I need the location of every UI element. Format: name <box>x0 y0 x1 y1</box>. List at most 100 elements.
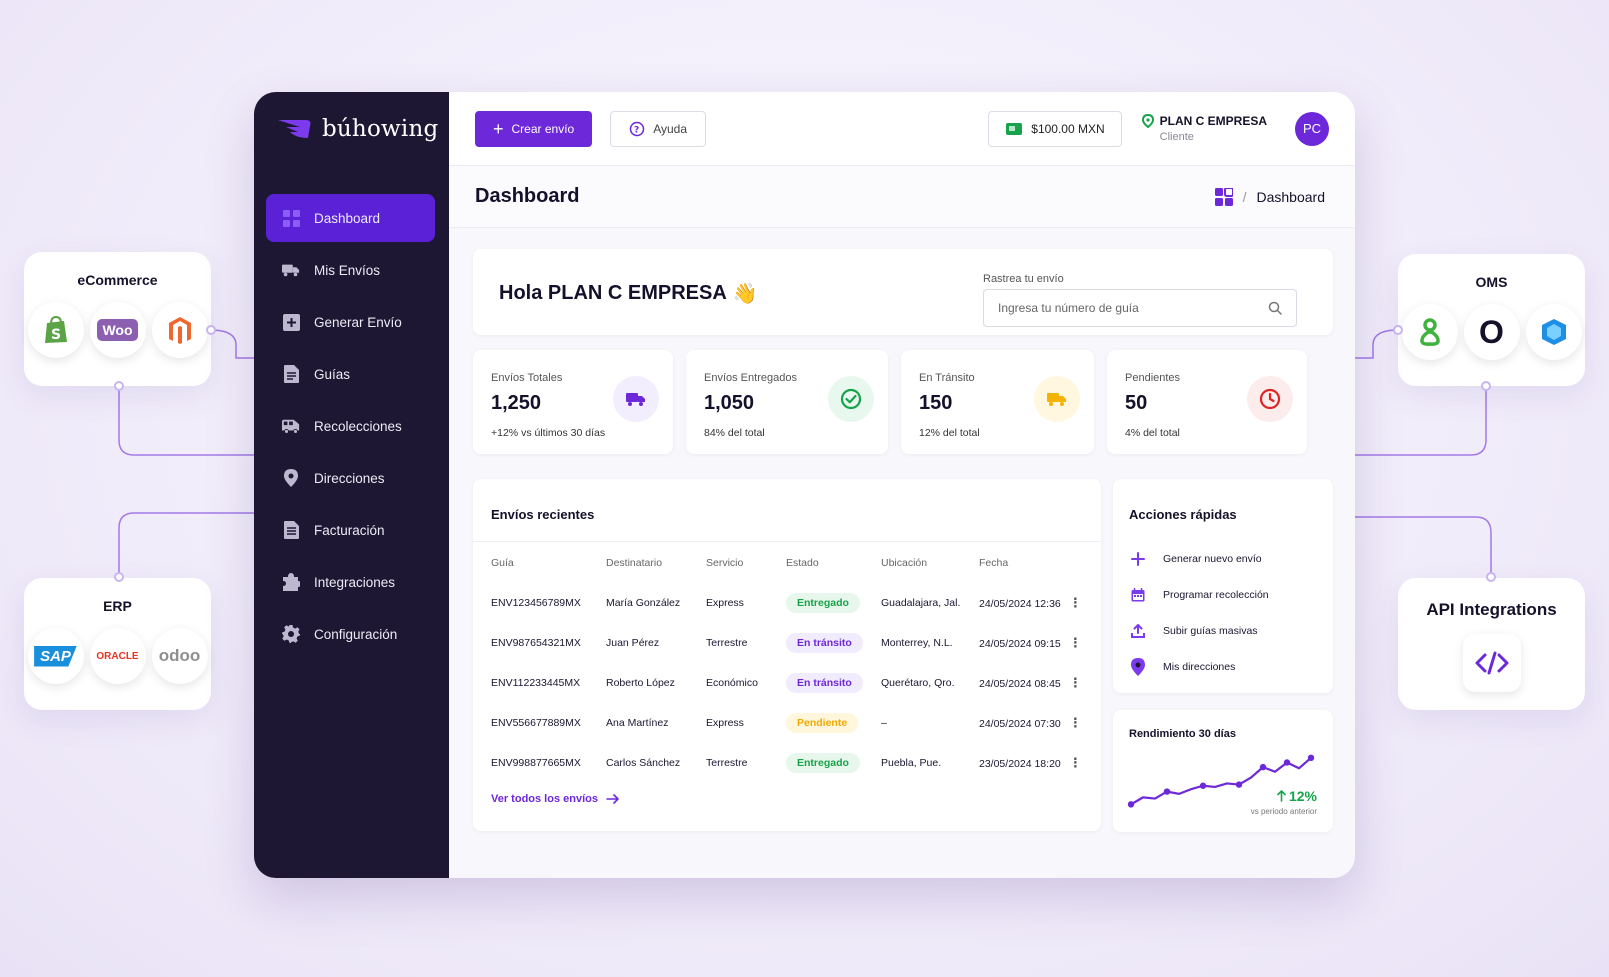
truck-icon <box>613 376 659 422</box>
cell-estado: Pendiente <box>786 703 881 743</box>
kebab-menu-icon[interactable]: ⋮ <box>1068 595 1082 610</box>
quick-action-item[interactable]: Mis direcciones <box>1131 649 1269 685</box>
kebab-menu-icon[interactable]: ⋮ <box>1068 635 1082 650</box>
column-header[interactable]: Guía <box>491 557 514 569</box>
breadcrumb-separator: / <box>1242 188 1247 205</box>
balance-button[interactable]: $100.00 MXN <box>988 110 1122 147</box>
sidebar-item-recolecciones[interactable]: Recolecciones <box>266 402 435 450</box>
plan-info[interactable]: PLAN C EMPRESA Cliente <box>1141 114 1267 143</box>
track-input[interactable]: Ingresa tu número de guía <box>983 289 1297 327</box>
connector-dot <box>1481 381 1491 391</box>
table-row[interactable]: ENV998877665MX Carlos Sánchez Terrestre … <box>491 743 1086 783</box>
cell-guia[interactable]: ENV123456789MX <box>491 597 581 609</box>
column-header[interactable]: Destinatario <box>606 557 663 569</box>
sidebar-item-mis-envios[interactable]: Mis Envíos <box>266 246 435 294</box>
sap-icon[interactable]: SAP <box>27 628 84 684</box>
cell-guia[interactable]: ENV987654321MX <box>491 637 581 649</box>
greeting: Hola PLAN C EMPRESA <box>499 282 727 304</box>
quick-action-item[interactable]: Subir guías masivas <box>1131 613 1269 649</box>
magento-icon[interactable] <box>151 302 208 358</box>
cell-servicio: Express <box>706 597 744 609</box>
sidebar-item-direcciones[interactable]: Direcciones <box>266 454 435 502</box>
avatar[interactable]: PC <box>1295 111 1329 146</box>
column-header[interactable]: Fecha <box>979 557 1009 569</box>
stat-card[interactable]: Pendientes 50 4% del total <box>1107 350 1307 454</box>
kebab-menu-icon[interactable]: ⋮ <box>1068 755 1082 770</box>
shopify-icon[interactable]: S <box>27 302 84 358</box>
sidebar-item-configuracion[interactable]: Configuración <box>266 610 435 658</box>
table-row[interactable]: ENV123456789MX María González Express En… <box>491 583 1086 623</box>
track-placeholder: Ingresa tu número de guía <box>998 301 1139 315</box>
plus-square-icon <box>282 313 300 331</box>
help-button[interactable]: ? Ayuda <box>610 110 707 147</box>
search-icon[interactable] <box>1268 301 1282 315</box>
oms-cube-icon[interactable] <box>1525 304 1582 360</box>
kebab-menu-icon[interactable]: ⋮ <box>1068 715 1082 730</box>
breadcrumb-current: Dashboard <box>1256 188 1326 205</box>
stat-card[interactable]: En Tránsito 150 12% del total <box>901 350 1094 454</box>
help-label: Ayuda <box>653 121 688 136</box>
stat-value: 1,050 <box>704 392 755 414</box>
column-header[interactable]: Estado <box>786 557 819 569</box>
brand[interactable]: búhowing <box>254 92 449 142</box>
cell-guia[interactable]: ENV112233445MX <box>491 677 581 689</box>
clock-icon <box>1247 376 1293 422</box>
woo-icon[interactable]: Woo <box>89 302 146 358</box>
pin-icon <box>282 469 300 487</box>
stat-label: En Tránsito <box>919 372 975 384</box>
code-icon[interactable] <box>1462 634 1521 692</box>
cell-guia[interactable]: ENV998877665MX <box>491 757 581 769</box>
performance-point[interactable] <box>1163 788 1171 795</box>
cell-estado: En tránsito <box>786 663 881 703</box>
performance-point[interactable] <box>1235 781 1243 788</box>
kebab-menu-icon[interactable]: ⋮ <box>1068 675 1082 690</box>
recent-title: Envíos recientes <box>491 507 595 522</box>
stat-card[interactable]: Envíos Totales 1,250 +12% vs últimos 30 … <box>473 350 673 454</box>
status-badge: En tránsito <box>786 673 863 693</box>
quick-action-item[interactable]: Programar recolección <box>1131 577 1269 613</box>
column-header[interactable]: Servicio <box>706 557 744 569</box>
truck-icon <box>282 261 300 279</box>
create-shipment-button[interactable]: + Crear envío <box>475 110 593 147</box>
wave-emoji: 👋 <box>732 283 758 305</box>
cell-fecha: 24/05/2024 12:36 ⋮ <box>979 583 1086 623</box>
performance-point[interactable] <box>1307 754 1315 762</box>
cell-destinatario: Juan Pérez <box>606 637 660 649</box>
sidebar-item-integraciones[interactable]: Integraciones <box>266 558 435 606</box>
oms-green-icon[interactable] <box>1401 304 1458 360</box>
performance-chart <box>1127 754 1315 808</box>
table-row[interactable]: ENV112233445MX Roberto López Económico E… <box>491 663 1086 703</box>
stat-sub: 12% del total <box>919 427 980 439</box>
table-row[interactable]: ENV556677889MX Ana Martínez Express Pend… <box>491 703 1086 743</box>
odoo-icon[interactable]: odoo <box>151 628 208 684</box>
create-shipment-label: Crear envío <box>511 121 575 136</box>
sidebar-item-generar-envio[interactable]: Generar Envío <box>266 298 435 346</box>
odoo-text: odoo <box>158 646 201 665</box>
quick-action-item[interactable]: Generar nuevo envío <box>1131 541 1269 577</box>
balance-value: $100.00 MXN <box>1031 121 1105 136</box>
oms-zero-icon[interactable]: O <box>1463 304 1520 360</box>
table-row[interactable]: ENV987654321MX Juan Pérez Terrestre En t… <box>491 623 1086 663</box>
sidebar-item-guias[interactable]: Guías <box>266 350 435 398</box>
performance-point[interactable] <box>1127 801 1135 808</box>
sidebar-item-label: Direcciones <box>314 470 385 486</box>
sidebar-item-dashboard[interactable]: Dashboard <box>266 194 435 242</box>
sidebar-item-facturacion[interactable]: Facturación <box>266 506 435 554</box>
cell-guia[interactable]: ENV556677889MX <box>491 717 581 729</box>
cell-destinatario: Ana Martínez <box>606 717 669 729</box>
dashboard-grid-icon[interactable] <box>1214 187 1233 206</box>
column-header[interactable]: Ubicación <box>881 557 928 569</box>
page-header: Dashboard / Dashboard <box>449 166 1355 228</box>
stat-card[interactable]: Envíos Entregados 1,050 84% del total <box>686 350 888 454</box>
fecha-value: 24/05/2024 09:15 <box>979 638 1061 650</box>
arrow-up-icon <box>1277 790 1286 802</box>
performance-point[interactable] <box>1199 782 1207 789</box>
performance-card: Rendimiento 30 días 12% vs periodo anter… <box>1113 710 1333 832</box>
performance-point[interactable] <box>1283 759 1291 766</box>
cell-destinatario: Carlos Sánchez <box>606 757 681 769</box>
cell-estado: En tránsito <box>786 623 881 663</box>
oracle-icon[interactable]: ORACLE <box>89 628 146 684</box>
see-all-link[interactable]: Ver todos los envíos <box>491 793 620 805</box>
document-icon <box>282 365 300 383</box>
performance-point[interactable] <box>1259 763 1267 771</box>
